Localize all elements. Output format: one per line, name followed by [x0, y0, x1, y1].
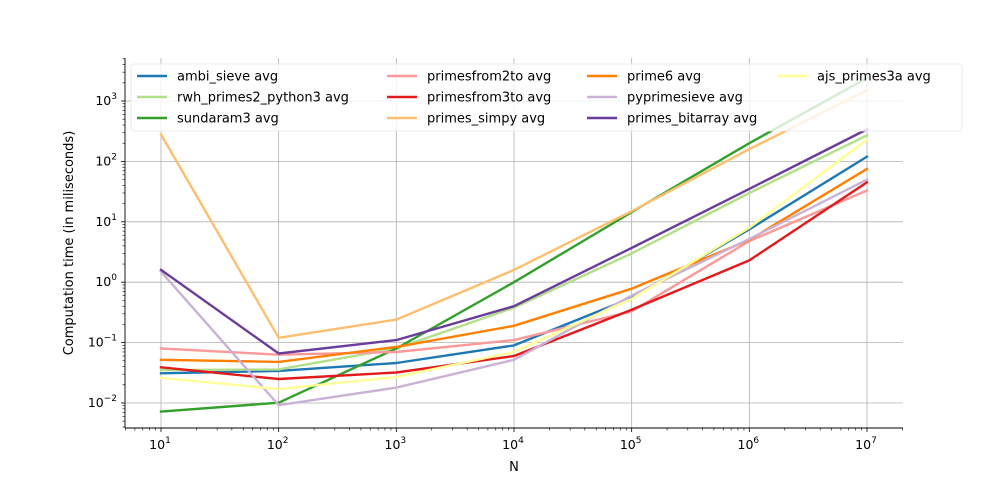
x-tick-label: 104	[502, 436, 524, 452]
series-line-ajs-primes3a	[159, 137, 869, 391]
legend-box	[130, 63, 963, 132]
series-line-primes-bitarray	[159, 127, 869, 355]
y-axis-label: Computation time (in miliseconds)	[62, 131, 77, 356]
x-tick-label: 102	[267, 436, 289, 452]
axes	[121, 58, 903, 432]
legend-label-rwh-primes2-python3: rwh_primes2_python3 avg	[177, 91, 349, 106]
series-line-rwh-primes2-python3	[159, 133, 869, 372]
x-tick-label: 106	[738, 436, 760, 452]
series-line-pyprimesieve	[159, 177, 869, 407]
series-line-primes-simpy	[159, 88, 869, 339]
series-line-ambi-sieve	[159, 154, 869, 375]
y-tick-label: 103	[95, 92, 117, 108]
tick-labels: 101 102 103 104 105 106 107 10−2 10−1 100 101 102 10…	[88, 92, 877, 452]
series-line-primesfrom3to	[159, 180, 869, 381]
y-tick-label: 10−2	[88, 394, 117, 410]
y-tick-label: 10−1	[88, 334, 117, 350]
legend-label-ambi-sieve: ambi_sieve avg	[177, 70, 278, 85]
series-line-sundaram3	[159, 76, 869, 413]
x-tick-label: 101	[149, 436, 171, 452]
x-tick-label: 105	[620, 436, 642, 452]
legend-label-primesfrom3to: primesfrom3to avg	[427, 91, 551, 106]
legend-label-sundaram3: sundaram3 avg	[177, 112, 279, 127]
legend-label-prime6: prime6 avg	[627, 70, 701, 85]
legend-label-primes-simpy: primes_simpy avg	[427, 112, 545, 127]
legend-label-ajs-primes3a: ajs_primes3a avg	[817, 70, 931, 85]
legend-label-primesfrom2to: primesfrom2to avg	[427, 70, 551, 85]
y-tick-label: 100	[95, 273, 117, 289]
legend-label-primes-bitarray: primes_bitarray avg	[627, 112, 757, 127]
legend-label-pyprimesieve: pyprimesieve avg	[627, 91, 743, 106]
x-axis-label: N	[509, 460, 519, 475]
y-tick-label: 101	[95, 213, 117, 229]
x-tick-label: 103	[385, 436, 407, 452]
legend: ambi_sieve avg rwh_primes2_python3 avg sun…	[130, 63, 963, 132]
series-lines	[159, 76, 869, 413]
y-tick-label: 102	[95, 152, 117, 168]
x-tick-label: 107	[855, 436, 877, 452]
